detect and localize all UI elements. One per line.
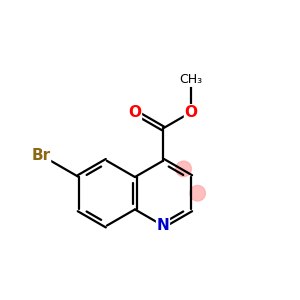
Text: O: O bbox=[128, 105, 141, 120]
Circle shape bbox=[176, 161, 191, 177]
Circle shape bbox=[190, 185, 206, 201]
Text: Br: Br bbox=[32, 148, 50, 163]
Text: N: N bbox=[157, 218, 169, 233]
Text: O: O bbox=[184, 105, 197, 120]
Text: CH₃: CH₃ bbox=[179, 73, 203, 86]
